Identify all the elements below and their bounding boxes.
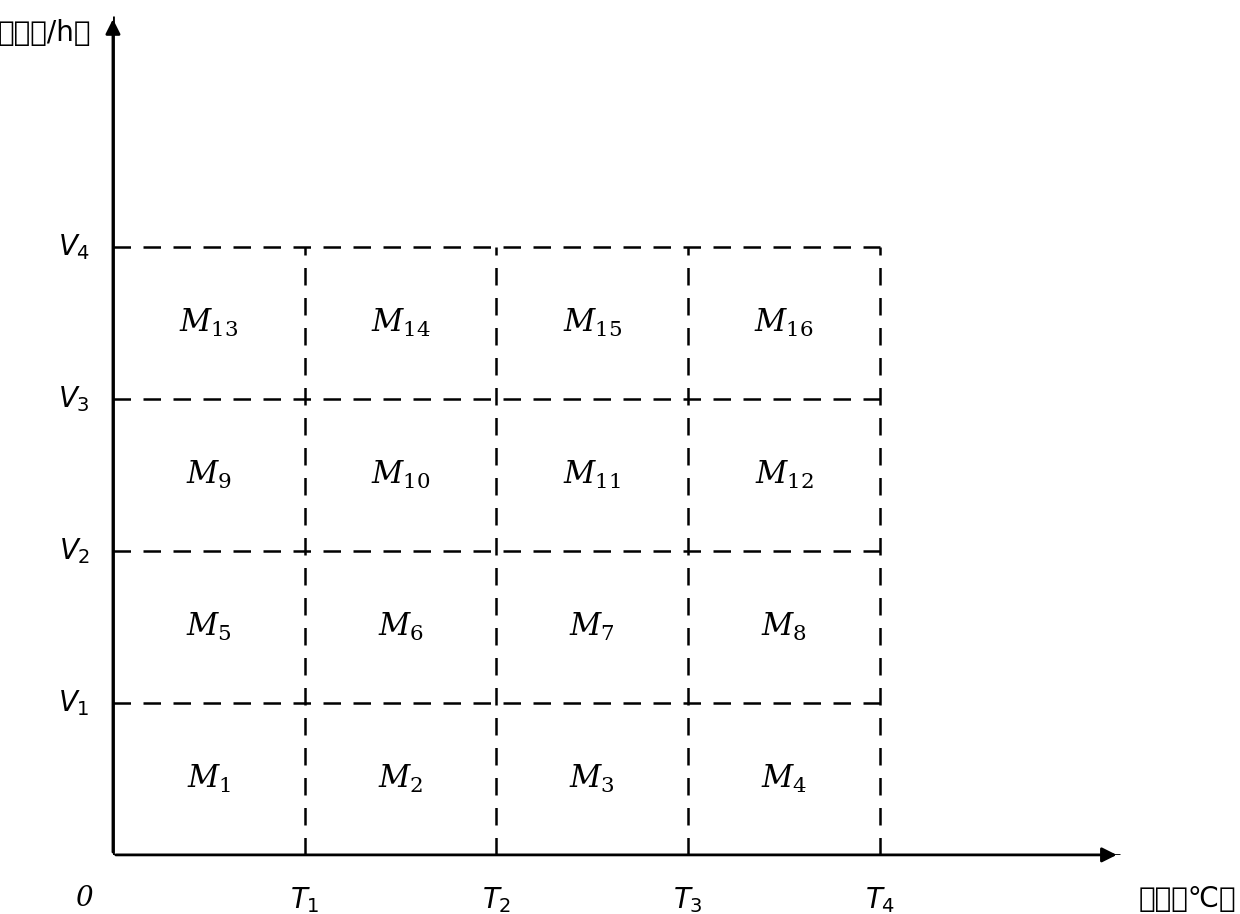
Text: $M_{11}$: $M_{11}$ — [563, 459, 621, 491]
Text: $T_4$: $T_4$ — [864, 886, 895, 914]
Text: $M_{14}$: $M_{14}$ — [371, 307, 430, 339]
Text: $M_8$: $M_8$ — [761, 611, 807, 643]
Text: $M_6$: $M_6$ — [378, 611, 424, 643]
Text: $M_{10}$: $M_{10}$ — [371, 459, 430, 491]
Text: $V_4$: $V_4$ — [57, 232, 91, 262]
Text: $T_1$: $T_1$ — [290, 886, 320, 914]
Text: $M_{16}$: $M_{16}$ — [754, 307, 813, 339]
Text: $M_{13}$: $M_{13}$ — [180, 307, 238, 339]
Text: $M_1$: $M_1$ — [187, 763, 231, 795]
Text: 0: 0 — [76, 886, 93, 912]
Text: $M_5$: $M_5$ — [186, 611, 232, 643]
Text: $M_{15}$: $M_{15}$ — [563, 307, 622, 339]
Text: $M_9$: $M_9$ — [186, 459, 232, 491]
Text: $T_3$: $T_3$ — [673, 886, 703, 914]
Text: $V_1$: $V_1$ — [58, 688, 91, 717]
Text: 空速（/h）: 空速（/h） — [0, 19, 92, 48]
Text: $V_2$: $V_2$ — [58, 537, 91, 566]
Text: $M_3$: $M_3$ — [569, 763, 615, 795]
Text: 温度（℃）: 温度（℃） — [1138, 886, 1236, 913]
Text: $M_4$: $M_4$ — [761, 763, 807, 795]
Text: $T_2$: $T_2$ — [482, 886, 511, 914]
Text: $M_2$: $M_2$ — [378, 763, 423, 795]
Text: $M_7$: $M_7$ — [569, 611, 615, 643]
Text: $V_3$: $V_3$ — [58, 384, 91, 414]
Text: $M_{12}$: $M_{12}$ — [755, 459, 813, 491]
